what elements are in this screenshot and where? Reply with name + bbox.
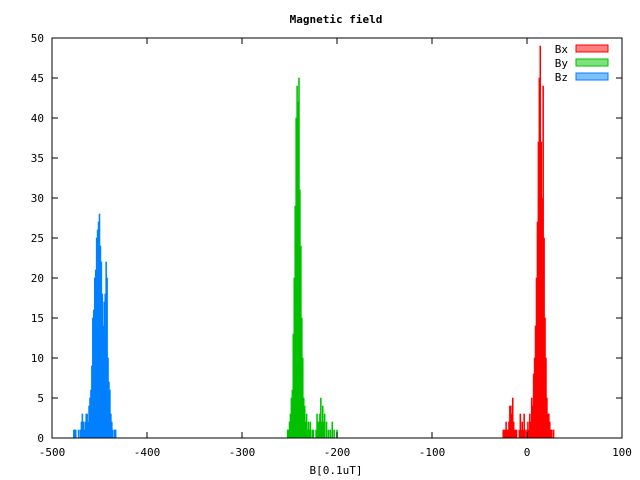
x-axis-ticks: -500 -400 -300 -200 -100 0 100 bbox=[39, 38, 632, 459]
bar-by bbox=[325, 421, 328, 439]
x-tick-label: 0 bbox=[524, 446, 531, 459]
x-tick-label: 100 bbox=[612, 446, 632, 459]
bar-by bbox=[333, 429, 335, 439]
chart-title: Magnetic field bbox=[290, 13, 383, 26]
bar-by bbox=[327, 429, 330, 439]
bar-bx bbox=[515, 429, 518, 439]
bar-by bbox=[323, 413, 326, 439]
y-tick-label: 35 bbox=[31, 152, 44, 165]
bar-by bbox=[331, 421, 334, 439]
legend-label-bx: Bx bbox=[555, 43, 569, 56]
bar-by bbox=[309, 421, 312, 439]
legend-swatch-bx bbox=[575, 44, 609, 53]
bar-bx bbox=[550, 429, 553, 439]
bar-by bbox=[312, 429, 315, 439]
bar-by bbox=[329, 429, 332, 439]
y-tick-label: 50 bbox=[31, 32, 44, 45]
bar-bz bbox=[74, 429, 77, 439]
legend-swatch-bz bbox=[575, 72, 609, 81]
legend-label-bz: Bz bbox=[555, 71, 568, 84]
x-tick-label: -500 bbox=[39, 446, 66, 459]
bar-bx bbox=[552, 429, 555, 439]
bar-bz bbox=[114, 429, 117, 439]
y-tick-label: 30 bbox=[31, 192, 44, 205]
y-tick-label: 40 bbox=[31, 112, 44, 125]
y-tick-label: 0 bbox=[37, 432, 44, 445]
y-tick-label: 15 bbox=[31, 312, 44, 325]
x-tick-label: -300 bbox=[229, 446, 256, 459]
x-tick-label: -400 bbox=[134, 446, 161, 459]
y-tick-label: 10 bbox=[31, 352, 44, 365]
x-tick-label: -200 bbox=[324, 446, 351, 459]
y-axis-ticks: 0 5 10 15 20 25 30 35 40 45 50 bbox=[31, 32, 622, 445]
legend-swatch-by bbox=[575, 58, 609, 67]
legend-label-by: By bbox=[555, 57, 569, 70]
y-tick-label: 45 bbox=[31, 72, 44, 85]
histogram-bars bbox=[73, 45, 555, 439]
x-axis-label: B[0.1uT] bbox=[310, 464, 363, 477]
y-tick-label: 25 bbox=[31, 232, 44, 245]
bar-bx bbox=[524, 429, 526, 439]
y-tick-label: 5 bbox=[37, 392, 44, 405]
bar-bz bbox=[112, 429, 114, 439]
y-tick-label: 20 bbox=[31, 272, 44, 285]
bar-bz bbox=[77, 429, 80, 439]
x-tick-label: -100 bbox=[419, 446, 446, 459]
